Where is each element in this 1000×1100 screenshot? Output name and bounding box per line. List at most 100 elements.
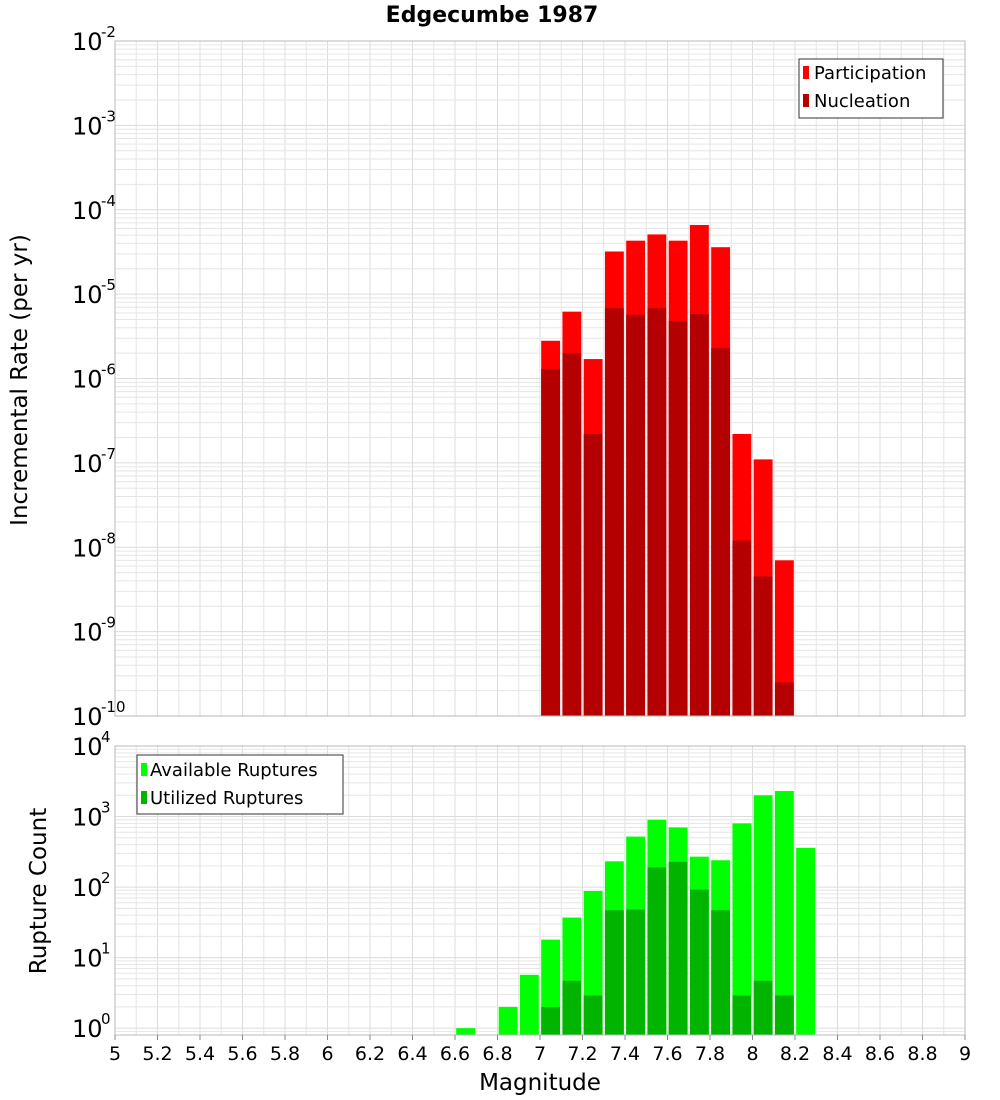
x-tick-label: 5.2	[142, 1043, 172, 1065]
y-tick-label: 10-2	[72, 23, 116, 56]
x-tick-label: 6.2	[355, 1043, 385, 1065]
top-grid	[114, 40, 966, 717]
x-tick-labels: 5 5.2 5.4 5.6 5.8 6 6.2 6.4 6.6 6.8 7 7.2 7.4 7.6 7.8 8…	[109, 1035, 971, 1065]
x-axis-label: Magnitude	[479, 1070, 601, 1096]
svg-text:10: 10	[72, 366, 103, 394]
legend-label-available: Available Ruptures	[150, 760, 318, 781]
rate-b-bar	[583, 433, 603, 716]
bottom-bars	[456, 791, 816, 1035]
rate-b-bar	[668, 321, 688, 716]
y-tick-label: 103	[72, 799, 111, 832]
count-a-bar	[753, 795, 773, 1035]
y-tick-label: 10-3	[72, 107, 116, 140]
top-bars	[541, 224, 794, 717]
top-plot-frame	[114, 40, 966, 717]
svg-text:10: 10	[72, 112, 103, 140]
svg-text:10: 10	[72, 804, 103, 832]
svg-text:10: 10	[72, 874, 103, 902]
x-tick-label: 7.6	[652, 1043, 682, 1065]
count-b-bar	[626, 909, 646, 1035]
x-tick-label: 8.4	[822, 1043, 852, 1065]
legend-label-nucleation: Nucleation	[814, 91, 910, 112]
rate-b-bar	[689, 314, 709, 716]
count-b-bar	[668, 861, 688, 1035]
count-b-bar	[732, 995, 752, 1035]
y-tick-label: 102	[72, 869, 111, 902]
svg-text:-8: -8	[101, 529, 116, 547]
svg-text:4: 4	[101, 728, 111, 746]
rate-b-bar	[626, 314, 646, 716]
x-tick-label: 7.4	[610, 1043, 640, 1065]
svg-text:10: 10	[72, 534, 103, 562]
svg-text:2: 2	[101, 869, 111, 887]
x-tick-label: 8.2	[780, 1043, 810, 1065]
x-tick-label: 8.8	[907, 1043, 937, 1065]
x-tick-label: 6.6	[440, 1043, 470, 1065]
legend-swatch-nucleation	[803, 94, 809, 107]
rate-b-bar	[711, 347, 731, 716]
y-tick-label: 10-9	[72, 614, 116, 647]
y-tick-label: 10-10	[72, 698, 126, 731]
svg-text:10: 10	[72, 1015, 103, 1043]
count-a-bar	[456, 1028, 476, 1035]
svg-text:10: 10	[72, 945, 103, 973]
top-y-axis-label: Incremental Rate (per yr)	[7, 234, 33, 526]
count-a-bar	[732, 823, 752, 1035]
count-b-bar	[541, 1006, 561, 1035]
bottom-legend-box	[136, 754, 344, 815]
rate-b-bar	[562, 353, 582, 716]
svg-text:10: 10	[72, 619, 103, 647]
x-tick-label: 5.8	[270, 1043, 300, 1065]
rate-b-bar	[541, 368, 561, 716]
x-tick-label: 9	[959, 1043, 971, 1065]
y-tick-label: 10-7	[72, 445, 116, 478]
svg-text:-4: -4	[101, 192, 116, 210]
x-tick-label: 6.4	[397, 1043, 427, 1065]
y-tick-label: 10-4	[72, 192, 116, 225]
svg-text:10: 10	[72, 197, 103, 225]
top-legend-box	[798, 58, 944, 119]
svg-text:-3: -3	[101, 107, 116, 125]
x-tick-label: 7	[534, 1043, 546, 1065]
svg-text:10: 10	[72, 28, 103, 56]
y-tick-label: 104	[72, 728, 111, 761]
y-tick-label: 10-5	[72, 276, 116, 309]
legend-label-participation: Participation	[814, 63, 926, 84]
legend-swatch-participation	[803, 66, 809, 79]
x-tick-label: 8.6	[865, 1043, 895, 1065]
rate-a-bar	[774, 560, 794, 716]
x-tick-label: 5	[109, 1043, 121, 1065]
x-tick-label: 8	[746, 1043, 758, 1065]
svg-text:0: 0	[101, 1010, 111, 1028]
legend-swatch-utilized	[141, 791, 147, 804]
rate-b-bar	[774, 682, 794, 716]
y-tick-label: 10-8	[72, 529, 116, 562]
svg-text:10: 10	[72, 703, 103, 731]
count-b-bar	[562, 980, 582, 1035]
count-b-bar	[711, 910, 731, 1035]
bottom-y-axis-label: Rupture Count	[26, 808, 52, 974]
count-a-bar	[774, 791, 794, 1035]
count-b-bar	[753, 980, 773, 1035]
count-a-bar	[498, 1006, 518, 1035]
chart-title: Edgecumbe 1987	[386, 3, 599, 28]
count-b-bar	[689, 889, 709, 1035]
svg-text:-6: -6	[101, 361, 116, 379]
count-a-bar	[519, 974, 539, 1035]
bottom-legend: Available Ruptures Utilized Ruptures	[136, 754, 344, 815]
rate-b-bar	[647, 308, 667, 716]
svg-text:10: 10	[72, 281, 103, 309]
svg-text:1: 1	[101, 940, 111, 958]
x-tick-label: 5.4	[185, 1043, 215, 1065]
y-tick-label: 10-6	[72, 361, 116, 394]
svg-text:-7: -7	[101, 445, 116, 463]
count-b-bar	[647, 867, 667, 1035]
rate-b-bar	[753, 576, 773, 716]
svg-text:-2: -2	[101, 23, 116, 41]
count-b-bar	[604, 910, 624, 1035]
count-b-bar	[774, 995, 794, 1035]
x-tick-label: 7.8	[695, 1043, 725, 1065]
